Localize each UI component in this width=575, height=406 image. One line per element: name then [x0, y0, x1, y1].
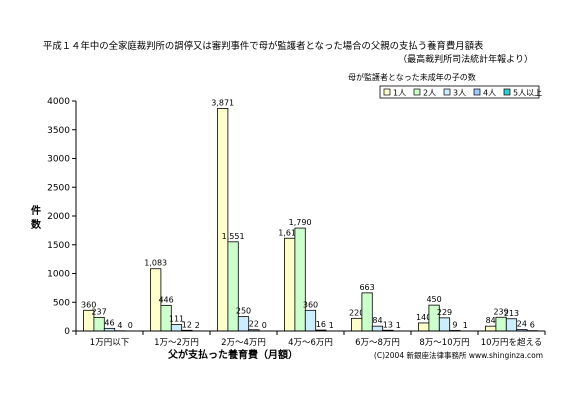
x-tick-label: 8万～10万円 [419, 338, 469, 348]
bar [371, 325, 384, 332]
bar [170, 324, 183, 332]
y-tick-label: 1500 [47, 241, 70, 251]
data-label: 16 [316, 320, 326, 329]
y-tick-label: 4000 [47, 97, 70, 107]
y-tick-label: 1000 [47, 270, 70, 280]
bar [495, 316, 507, 332]
x-tick-label: 1万～2万円 [154, 338, 199, 348]
data-label: 229 [437, 308, 452, 317]
y-tick-label: 3000 [47, 155, 70, 165]
legend-item: 4人 [483, 89, 496, 98]
legend-item: 5人以上 [513, 89, 542, 98]
x-tick-label: 2万～4万円 [221, 338, 266, 348]
y-tick-label: 3500 [47, 126, 70, 136]
legend-swatch [443, 88, 451, 96]
x-axis-title: 父が支払った養育費（月額） [167, 348, 298, 361]
x-axis: 1万円以下 1万～2万円 2万～4万円 4万～6万円 6万～8万円 8万～10万円 10万円… [75, 330, 546, 348]
x-tick-label: 4万～6万円 [288, 338, 333, 348]
chart-subtitle: （最高裁判所司法統計年報より） [398, 53, 533, 65]
data-label: 12 [182, 320, 192, 329]
data-label: 1,790 [289, 218, 312, 227]
data-label: 1,613 [278, 228, 301, 237]
data-label: 9 [452, 320, 457, 329]
data-label: 1,551 [222, 232, 245, 241]
data-label: 84 [372, 316, 382, 325]
bar [438, 317, 451, 332]
x-tick-label: 1万円以下 [90, 338, 130, 348]
bar [505, 318, 518, 332]
data-label: 360 [81, 300, 96, 309]
legend-swatch [383, 88, 391, 96]
y-axis: 0 500 1000 1500 2000 2500 3000 3500 4000 [47, 97, 77, 337]
data-label: 3,871 [211, 98, 234, 107]
data-label: 213 [504, 309, 519, 318]
y-tick-label: 2000 [47, 212, 70, 222]
legend-swatch [413, 88, 421, 96]
data-label: 140 [416, 313, 431, 322]
y-axis-title-char-1: 件 [31, 204, 41, 217]
data-label: 2 [195, 321, 200, 330]
data-label: 663 [359, 283, 374, 292]
data-label: 1 [463, 321, 468, 330]
bar [227, 241, 239, 332]
legend-swatch [503, 88, 511, 96]
data-label: 220 [349, 308, 364, 317]
bar [361, 292, 373, 332]
legend: 1人 2人 3人 4人 5人以上 [379, 85, 542, 99]
data-label: 0 [128, 321, 133, 330]
data-label: 22 [249, 320, 259, 329]
y-tick-label: 0 [64, 327, 70, 337]
data-label: 13 [383, 320, 393, 329]
data-label: 1 [329, 321, 334, 330]
data-label: 446 [158, 295, 173, 304]
legend-title: 母が監護者となった未成年の子の数 [348, 72, 476, 82]
data-label: 250 [236, 307, 251, 316]
bar [485, 325, 497, 332]
x-tick-label: 6万～8万円 [355, 338, 400, 348]
data-label: 4 [117, 321, 122, 330]
data-label: 360 [303, 300, 318, 309]
bar [304, 309, 317, 332]
bar [284, 237, 296, 332]
data-label: 46 [104, 318, 114, 327]
bar [418, 322, 430, 332]
legend-item: 3人 [453, 89, 466, 98]
y-axis-title: 件 数 [31, 204, 42, 231]
bar [351, 317, 363, 332]
data-label: 1,083 [144, 259, 167, 268]
legend-swatch [473, 88, 481, 96]
data-label: 24 [517, 320, 527, 329]
y-axis-title-char-2: 数 [31, 218, 42, 231]
copyright-notice: (C)2004 新銀座法律事務所 www.shinginza.com [374, 350, 543, 360]
legend-item: 1人 [393, 89, 406, 98]
bar [217, 108, 229, 332]
data-label: 111 [169, 315, 184, 324]
data-label: 84 [486, 316, 496, 325]
bar [93, 316, 105, 332]
data-label: 0 [262, 321, 267, 330]
chart-title: 平成１４年中の全家庭裁判所の調停又は審判事件で母が監護者となった場合の父親の支払… [43, 40, 484, 52]
bar [237, 316, 250, 332]
data-label: 6 [530, 321, 535, 330]
data-label: 237 [91, 307, 106, 316]
y-tick-label: 2500 [47, 183, 70, 193]
bar [294, 227, 306, 332]
x-tick-label: 10万円を超える [481, 337, 543, 348]
data-label: 1 [396, 321, 401, 330]
data-label: 239 [493, 307, 508, 316]
y-tick-label: 500 [53, 298, 70, 308]
legend-item: 2人 [423, 89, 436, 98]
data-label: 450 [426, 295, 441, 304]
